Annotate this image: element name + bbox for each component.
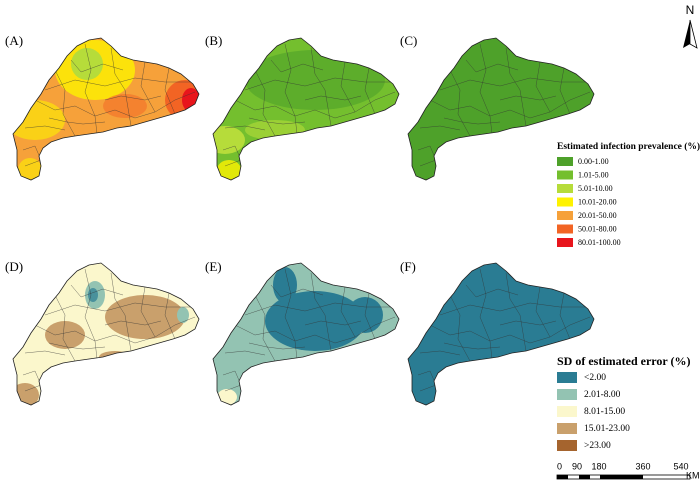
legend-swatch [557, 184, 573, 193]
panel-label: (B) [205, 33, 222, 48]
legend-label: >23.00 [584, 441, 611, 451]
map-e [212, 262, 400, 406]
scale-label: 180 [591, 461, 606, 471]
legend-swatch [557, 423, 577, 434]
scale-bar [556, 474, 691, 480]
panel-label: (F) [400, 259, 416, 274]
legend-swatch [557, 406, 577, 417]
legend-swatch [557, 372, 577, 383]
legend-swatch [557, 224, 573, 234]
legend-swatch [557, 440, 577, 451]
legend-label: <2.00 [584, 373, 606, 383]
legend-label: 2.01-8.00 [584, 390, 621, 400]
map-d [12, 262, 200, 406]
legend-swatch [557, 238, 573, 247]
legend-swatch [557, 157, 573, 166]
north-label: N [686, 3, 695, 17]
legend-title: SD of estimated error (%) [557, 354, 691, 368]
map-b [212, 37, 400, 181]
scale-label: 540 [673, 461, 688, 471]
map-a [12, 37, 200, 181]
legend-swatch [557, 389, 577, 400]
north-arrow: N [683, 3, 698, 49]
legend-title: Estimated infection prevalence (%) [557, 141, 700, 152]
legend-swatch [557, 211, 573, 220]
legend-label: 50.01-80.00 [578, 224, 617, 233]
legend-swatch [557, 197, 573, 207]
legend-label: 20.01-50.00 [578, 211, 617, 220]
panel-label: (D) [5, 259, 23, 274]
scale-label: 0 [557, 461, 562, 471]
panel-label: (E) [205, 259, 222, 274]
panel-label: (C) [400, 33, 417, 48]
scale-label: 360 [635, 461, 650, 471]
legend-label: 0.00-1.00 [578, 157, 609, 166]
legend-label: 15.01-23.00 [584, 424, 630, 434]
legend-swatch [557, 170, 573, 180]
legend-label: 10.01-20.00 [578, 197, 617, 206]
scale-unit: KM [686, 470, 700, 480]
legend-label: 80.01-100.00 [578, 238, 621, 247]
panel-label: (A) [5, 33, 23, 48]
legend-label: 5.01-10.00 [578, 184, 613, 193]
map-f [407, 262, 595, 406]
legend-label: 1.01-5.00 [578, 170, 609, 179]
legend-label: 8.01-15.00 [584, 407, 625, 417]
scale-label: 90 [572, 461, 582, 471]
